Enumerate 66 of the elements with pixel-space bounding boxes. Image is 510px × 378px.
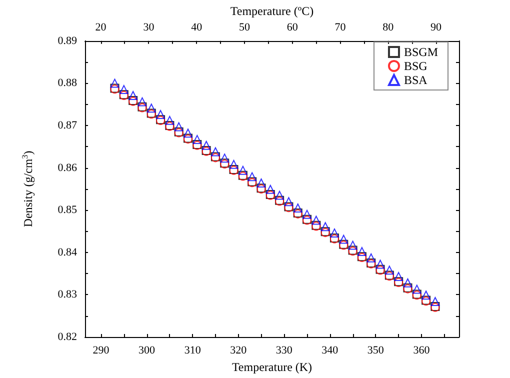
x2-tick-label: 20 xyxy=(95,21,107,34)
point xyxy=(220,154,230,163)
point xyxy=(403,278,412,288)
point xyxy=(357,247,366,256)
point xyxy=(110,78,120,88)
x-tick-label: 340 xyxy=(322,344,339,356)
point xyxy=(275,190,284,200)
point xyxy=(348,240,358,250)
legend-label: BSGM xyxy=(404,45,438,59)
x-axis-title: Temperature (K) xyxy=(232,360,312,374)
point xyxy=(128,90,138,100)
point xyxy=(146,104,156,113)
point xyxy=(376,260,385,269)
x2-tick-label: 30 xyxy=(143,21,155,34)
point xyxy=(384,266,394,275)
x2-tick-label: 80 xyxy=(382,21,394,34)
x2-tick-label: 90 xyxy=(430,21,442,34)
x-tick-label: 350 xyxy=(367,344,384,356)
point xyxy=(165,116,174,125)
x-tick-label: 360 xyxy=(413,344,430,356)
point xyxy=(174,122,184,132)
point xyxy=(266,184,275,194)
x2-tick-label: 70 xyxy=(334,21,346,34)
x2-axis-title: Temperature (ºC) xyxy=(230,4,314,18)
point xyxy=(366,253,376,262)
y-tick-label: 0.86 xyxy=(58,162,78,174)
point xyxy=(156,110,166,119)
point xyxy=(412,284,422,294)
point xyxy=(430,296,440,306)
point xyxy=(330,228,339,238)
y-tick-label: 0.88 xyxy=(58,77,78,90)
point xyxy=(119,85,128,94)
point xyxy=(192,134,202,144)
x-tick-label: 330 xyxy=(276,344,293,356)
point xyxy=(312,216,321,225)
point xyxy=(293,203,302,212)
x-tick-label: 300 xyxy=(138,344,156,356)
y-tick-label: 0.87 xyxy=(58,120,78,132)
y-axis-title: Density (g/cm3) xyxy=(20,150,35,228)
y-tick-label: 0.89 xyxy=(58,34,78,47)
legend-label: BSG xyxy=(404,59,428,73)
point xyxy=(138,97,147,106)
x-tick-label: 310 xyxy=(184,344,202,356)
x2-tick-label: 50 xyxy=(238,21,250,34)
x-tick-label: 290 xyxy=(92,344,110,356)
y-tick-label: 0.83 xyxy=(58,288,78,301)
point xyxy=(184,128,192,138)
y-tick-label: 0.82 xyxy=(58,331,77,343)
y-tick-label: 0.85 xyxy=(58,204,78,216)
point xyxy=(394,272,404,282)
point xyxy=(302,210,312,219)
x-tick-label: 320 xyxy=(230,344,248,356)
point xyxy=(256,178,266,188)
point xyxy=(238,166,248,175)
point xyxy=(339,234,348,244)
point xyxy=(248,172,257,182)
x2-tick-label: 40 xyxy=(191,21,203,34)
point xyxy=(320,222,330,232)
x2-tick-label: 60 xyxy=(286,21,298,34)
point xyxy=(422,290,431,300)
point xyxy=(284,197,294,206)
legend-label: BSA xyxy=(404,73,428,87)
point xyxy=(210,147,220,156)
point xyxy=(202,140,211,150)
point xyxy=(229,160,238,169)
y-tick-label: 0.84 xyxy=(58,246,78,258)
